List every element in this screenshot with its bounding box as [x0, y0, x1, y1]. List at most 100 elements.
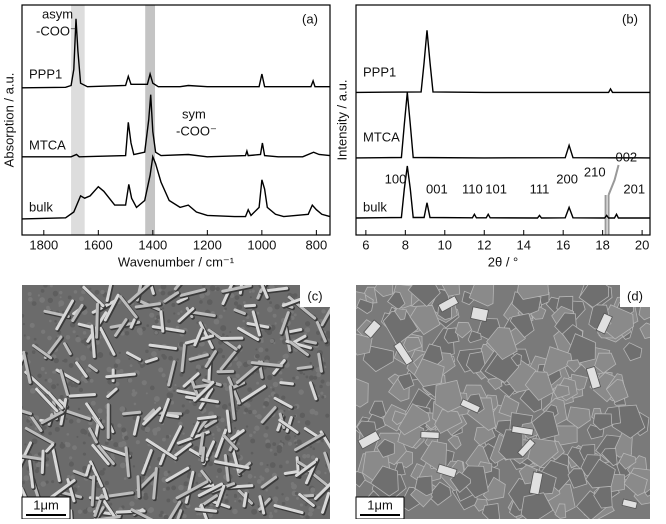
x-tick-label: 20	[635, 237, 649, 252]
image-label: (d)	[627, 288, 643, 303]
texture	[295, 492, 298, 495]
x-tick-label: 1600	[84, 237, 113, 252]
texture	[201, 365, 204, 368]
texture	[80, 355, 86, 361]
texture	[251, 509, 257, 515]
texture	[267, 307, 273, 313]
texture	[69, 363, 74, 368]
texture	[274, 453, 277, 456]
texture	[310, 445, 313, 448]
texture	[159, 514, 163, 518]
texture	[326, 331, 331, 336]
texture	[47, 336, 52, 341]
texture	[316, 372, 321, 377]
texture	[62, 360, 64, 362]
texture	[250, 439, 255, 444]
texture	[270, 339, 274, 343]
texture	[274, 304, 279, 309]
texture	[121, 441, 127, 447]
band	[145, 5, 155, 235]
texture	[41, 289, 45, 293]
texture	[83, 453, 86, 456]
texture	[272, 442, 276, 446]
texture	[216, 287, 220, 291]
texture	[214, 319, 220, 325]
texture	[78, 486, 80, 488]
texture	[305, 420, 311, 426]
texture	[51, 480, 54, 483]
texture	[76, 419, 80, 423]
texture	[236, 406, 240, 410]
texture	[196, 369, 199, 372]
texture	[251, 452, 254, 455]
x-tick-label: 800	[306, 237, 328, 252]
texture	[306, 376, 309, 379]
texture	[45, 379, 48, 382]
texture	[267, 330, 272, 335]
texture	[294, 406, 297, 409]
texture	[273, 314, 277, 318]
texture	[30, 388, 36, 394]
sem-image-d	[342, 274, 659, 519]
texture	[156, 315, 160, 319]
y-axis-label: Intensity / a.u.	[334, 80, 349, 161]
texture	[213, 437, 215, 439]
texture	[50, 284, 53, 287]
texture	[265, 443, 271, 449]
texture	[154, 396, 160, 402]
texture	[133, 465, 135, 467]
texture	[54, 358, 59, 363]
peak-label: 001	[426, 181, 448, 196]
annotation: sym	[182, 106, 206, 121]
texture	[184, 481, 189, 486]
rod	[138, 477, 139, 497]
texture	[162, 307, 164, 309]
texture	[280, 378, 283, 381]
texture	[225, 386, 230, 391]
texture	[137, 327, 143, 333]
texture	[36, 463, 41, 468]
texture	[298, 421, 301, 424]
texture	[166, 498, 170, 502]
texture	[65, 442, 68, 445]
texture	[225, 499, 229, 503]
texture	[59, 291, 63, 295]
texture	[260, 462, 264, 466]
texture	[149, 313, 154, 318]
texture	[97, 352, 103, 358]
texture	[285, 497, 289, 501]
rod	[281, 383, 293, 384]
texture	[155, 319, 159, 323]
texture	[46, 464, 49, 467]
texture	[256, 382, 259, 385]
texture	[68, 383, 70, 385]
flake	[342, 378, 369, 408]
texture	[246, 425, 248, 427]
texture	[295, 376, 299, 380]
texture	[272, 388, 275, 391]
texture	[321, 309, 325, 313]
texture	[154, 402, 156, 404]
texture	[294, 313, 297, 316]
texture	[270, 386, 272, 388]
peak-label: 110	[462, 181, 483, 196]
texture	[302, 454, 307, 459]
texture	[23, 323, 25, 325]
texture	[194, 448, 197, 451]
texture	[219, 315, 223, 319]
texture	[319, 385, 323, 389]
texture	[294, 441, 297, 444]
texture	[249, 290, 252, 293]
texture	[305, 327, 310, 332]
texture	[313, 376, 317, 380]
texture	[115, 359, 120, 364]
texture	[48, 298, 53, 303]
texture	[265, 348, 268, 351]
texture	[317, 506, 320, 509]
texture	[73, 330, 76, 333]
x-tick-label: 14	[516, 237, 530, 252]
series-line	[22, 157, 330, 219]
texture	[196, 513, 198, 515]
peak-label: 210	[584, 164, 606, 179]
